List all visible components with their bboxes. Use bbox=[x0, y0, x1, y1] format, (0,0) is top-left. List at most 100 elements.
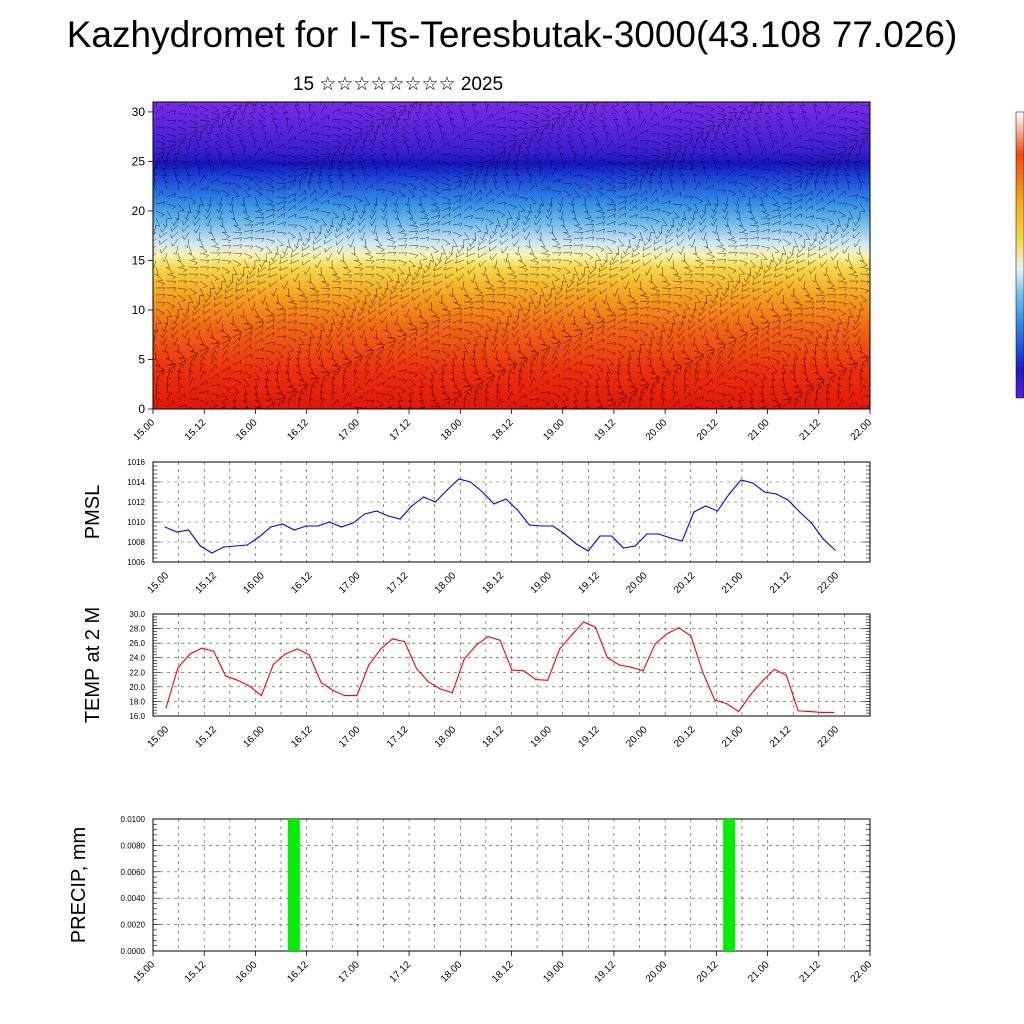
wind-barb-flag bbox=[182, 313, 186, 318]
wind-barb-flag bbox=[284, 222, 286, 227]
wind-barb-flag bbox=[624, 309, 628, 313]
wind-barb bbox=[567, 127, 575, 135]
wind-barb bbox=[759, 139, 762, 149]
wind-barb bbox=[639, 197, 647, 205]
wind-barb-flag bbox=[414, 255, 418, 259]
wind-barb bbox=[658, 343, 663, 353]
wind-barb bbox=[243, 229, 253, 233]
wind-barb-flag bbox=[504, 117, 506, 122]
wind-barb-flag bbox=[358, 291, 363, 294]
wind-barb-flag bbox=[381, 292, 384, 297]
wind-barb-flag bbox=[580, 106, 582, 111]
wind-barb bbox=[225, 287, 234, 294]
wind-barb-flag bbox=[482, 165, 484, 170]
wind-barb bbox=[243, 371, 253, 377]
wind-barb bbox=[595, 315, 605, 320]
wind-barb bbox=[177, 259, 185, 267]
wind-barb bbox=[419, 325, 429, 331]
wind-barb-flag bbox=[628, 117, 633, 121]
wind-barb-flag bbox=[603, 348, 605, 353]
wind-barb-flag bbox=[403, 262, 407, 266]
wind-barb bbox=[749, 230, 759, 233]
wind-barb bbox=[705, 132, 709, 142]
wind-barb-flag bbox=[754, 120, 759, 122]
wind-barb-flag bbox=[788, 199, 792, 202]
wind-barb-flag bbox=[228, 209, 232, 214]
wind-barb bbox=[199, 123, 209, 128]
wind-barb bbox=[474, 364, 478, 374]
wind-barb bbox=[174, 174, 179, 184]
wind-barb bbox=[452, 161, 462, 166]
wind-barb-flag bbox=[164, 322, 168, 326]
wind-barb-flag bbox=[481, 356, 485, 360]
wind-barb bbox=[287, 312, 297, 317]
wind-barb bbox=[419, 237, 429, 240]
wind-barb bbox=[705, 203, 707, 213]
wind-barb bbox=[628, 312, 638, 317]
wind-barb-flag bbox=[362, 245, 367, 249]
wind-barb-flag bbox=[347, 319, 350, 324]
wind-barb bbox=[238, 273, 245, 282]
wind-barb bbox=[683, 357, 693, 361]
wind-barb bbox=[430, 331, 439, 338]
wind-barb-flag bbox=[240, 333, 242, 338]
wind-barb-flag bbox=[615, 252, 619, 256]
wind-barb bbox=[309, 104, 311, 114]
wind-barb bbox=[808, 259, 817, 265]
wind-barb bbox=[174, 153, 179, 163]
wind-barb bbox=[342, 133, 352, 136]
wind-barb-flag bbox=[810, 176, 813, 181]
wind-barb bbox=[724, 210, 729, 220]
wind-barb bbox=[756, 266, 762, 276]
wind-barb bbox=[804, 287, 810, 296]
wind-barb bbox=[658, 336, 663, 346]
wind-barb bbox=[600, 287, 608, 295]
wind-barb bbox=[848, 140, 858, 142]
wind-barb bbox=[297, 357, 300, 367]
wind-barb-flag bbox=[624, 111, 629, 113]
wind-barb-flag bbox=[217, 342, 221, 347]
wind-barb-flag bbox=[339, 367, 341, 372]
wind-barb-flag bbox=[580, 351, 582, 356]
wind-barb bbox=[848, 294, 858, 298]
wind-barb bbox=[760, 146, 765, 156]
wind-barb-flag bbox=[679, 287, 683, 292]
wind-barb bbox=[375, 105, 385, 111]
wind-barb bbox=[694, 343, 700, 353]
wind-barb-flag bbox=[382, 267, 386, 271]
wind-barb-flag bbox=[812, 313, 814, 318]
wind-barb bbox=[273, 287, 278, 297]
wind-barb bbox=[397, 217, 402, 227]
wind-barb-flag bbox=[611, 186, 616, 189]
wind-barb bbox=[184, 231, 190, 240]
wind-barb-flag bbox=[525, 104, 529, 108]
wind-barb bbox=[452, 154, 462, 158]
wind-barb bbox=[320, 322, 325, 332]
wind-barb bbox=[727, 181, 737, 184]
wind-barb-flag bbox=[328, 167, 333, 169]
wind-barb-flag bbox=[203, 285, 208, 288]
wind-barb bbox=[166, 259, 170, 269]
wind-barb-flag bbox=[352, 173, 357, 177]
wind-barb bbox=[793, 312, 803, 317]
wind-barb bbox=[639, 216, 649, 219]
wind-barb-flag bbox=[634, 278, 637, 283]
wind-barb-flag bbox=[204, 215, 207, 220]
wind-barb-flag bbox=[656, 317, 660, 321]
wind-barb bbox=[782, 308, 792, 312]
wind-barb-flag bbox=[272, 315, 276, 320]
wind-barb-flag bbox=[293, 244, 297, 248]
wind-barb bbox=[503, 329, 509, 338]
wind-barb-flag bbox=[468, 242, 471, 247]
wind-barb bbox=[518, 294, 527, 301]
wind-barb bbox=[683, 266, 693, 272]
wind-barb bbox=[472, 273, 476, 283]
wind-barb-flag bbox=[357, 311, 360, 316]
wind-barb-flag bbox=[337, 142, 342, 146]
wind-barb-flag bbox=[185, 103, 187, 108]
wind-barb-flag bbox=[223, 117, 227, 122]
wind-barb bbox=[677, 238, 685, 246]
wind-barb-flag bbox=[642, 294, 647, 296]
wind-barb-flag bbox=[229, 146, 234, 148]
wind-barb-flag bbox=[489, 234, 492, 239]
